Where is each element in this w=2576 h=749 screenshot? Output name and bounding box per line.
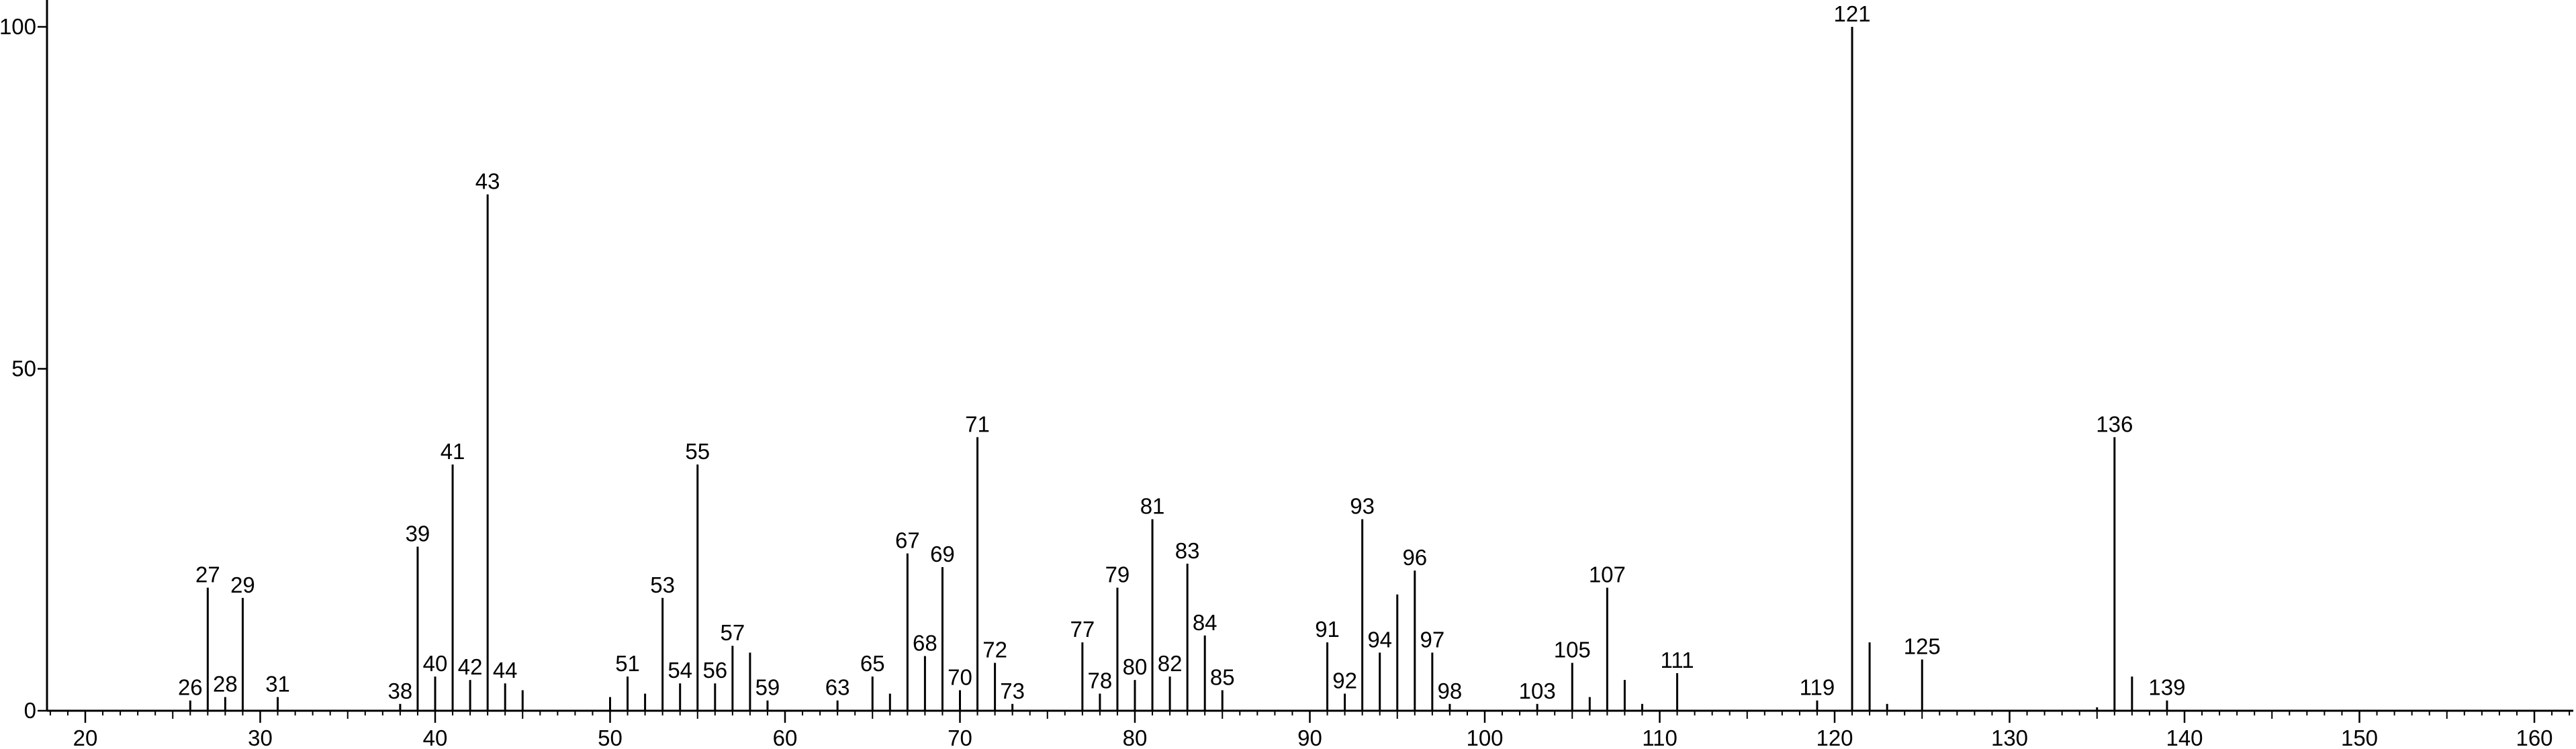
x-tick-label: 50 — [598, 726, 623, 749]
peak-label: 85 — [1210, 664, 1235, 689]
peak-label: 77 — [1070, 617, 1095, 642]
peak-label: 43 — [475, 169, 500, 194]
peak-label: 26 — [178, 675, 203, 700]
peak-label: 59 — [755, 675, 780, 700]
peak-label: 53 — [650, 572, 675, 597]
x-tick-label: 120 — [1816, 726, 1853, 749]
x-tick-label: 100 — [1466, 726, 1503, 749]
peak-label: 42 — [458, 654, 483, 679]
x-tick-label: 60 — [773, 726, 798, 749]
peak-label: 139 — [2148, 675, 2185, 700]
y-tick-label: 50 — [11, 356, 36, 381]
x-minor-ticks — [49, 711, 2571, 719]
peak-label: 91 — [1315, 617, 1340, 642]
spectrum-peaks — [189, 27, 2168, 711]
x-major-ticks: 20 30 40 50 60 70 80 90 100 110 120 130 140 150 160 — [73, 711, 2553, 749]
peak-label: 44 — [493, 658, 518, 683]
peak-label: 80 — [1123, 654, 1148, 679]
peak-label: 67 — [895, 528, 920, 553]
peak-label: 111 — [1660, 648, 1694, 672]
peak-label: 31 — [265, 672, 290, 697]
peak-label: 107 — [1589, 562, 1626, 587]
peak-label: 63 — [825, 675, 850, 700]
x-tick-label: 140 — [2166, 726, 2203, 749]
peak-label: 81 — [1140, 494, 1165, 519]
peak-label: 136 — [2096, 411, 2133, 436]
peak-label: 40 — [423, 651, 448, 676]
peak-label: 39 — [406, 521, 430, 546]
y-tick-label: 0 — [24, 698, 36, 723]
peak-label: 72 — [982, 638, 1007, 662]
peak-label: 71 — [965, 411, 990, 436]
peak-label: 56 — [702, 658, 727, 683]
x-tick-label: 30 — [248, 726, 273, 749]
x-tick-label: 20 — [73, 726, 98, 749]
peak-label: 83 — [1175, 538, 1200, 563]
peak-label: 54 — [668, 658, 692, 683]
peak-label: 51 — [615, 651, 640, 676]
peak-label: 94 — [1367, 627, 1392, 652]
peak-label: 65 — [860, 651, 885, 676]
x-tick-label: 160 — [2516, 726, 2552, 749]
x-tick-label: 40 — [423, 726, 448, 749]
peak-label: 29 — [230, 572, 255, 597]
peak-label: 82 — [1158, 651, 1183, 676]
peak-label: 119 — [1800, 675, 1835, 700]
peak-label: 78 — [1088, 668, 1113, 693]
peak-label: 105 — [1554, 638, 1591, 662]
peak-label: 103 — [1519, 679, 1556, 703]
peak-label: 84 — [1193, 610, 1217, 635]
peak-label: 27 — [195, 562, 220, 587]
x-tick-label: 130 — [1991, 726, 2028, 749]
peak-label: 98 — [1438, 679, 1463, 703]
peak-label: 73 — [1000, 679, 1025, 703]
peak-label: 28 — [213, 672, 238, 697]
peak-label: 57 — [720, 620, 745, 645]
peak-label: 92 — [1332, 668, 1357, 693]
x-tick-label: 150 — [2341, 726, 2378, 749]
peak-labels: 26 27 28 29 31 38 39 40 41 42 43 44 51 53 54 55 56 57 59 63… — [178, 1, 2186, 703]
y-ticks: 0 50 100 — [0, 14, 47, 723]
y-tick-label: 100 — [0, 14, 36, 39]
peak-label: 41 — [441, 439, 465, 464]
peak-label: 97 — [1420, 627, 1444, 652]
x-tick-label: 70 — [948, 726, 972, 749]
x-tick-label: 90 — [1297, 726, 1322, 749]
peak-label: 70 — [948, 664, 972, 689]
peak-label: 69 — [930, 542, 955, 566]
peak-label: 125 — [1904, 634, 1941, 659]
x-tick-label: 110 — [1642, 726, 1677, 749]
peak-label: 121 — [1834, 1, 1871, 26]
peak-label: 38 — [388, 679, 413, 703]
peak-label: 93 — [1350, 494, 1375, 519]
peak-label: 79 — [1105, 562, 1130, 587]
x-tick-label: 80 — [1123, 726, 1148, 749]
peak-label: 96 — [1402, 545, 1427, 570]
peak-label: 68 — [913, 630, 937, 655]
peak-label: 55 — [685, 439, 710, 464]
